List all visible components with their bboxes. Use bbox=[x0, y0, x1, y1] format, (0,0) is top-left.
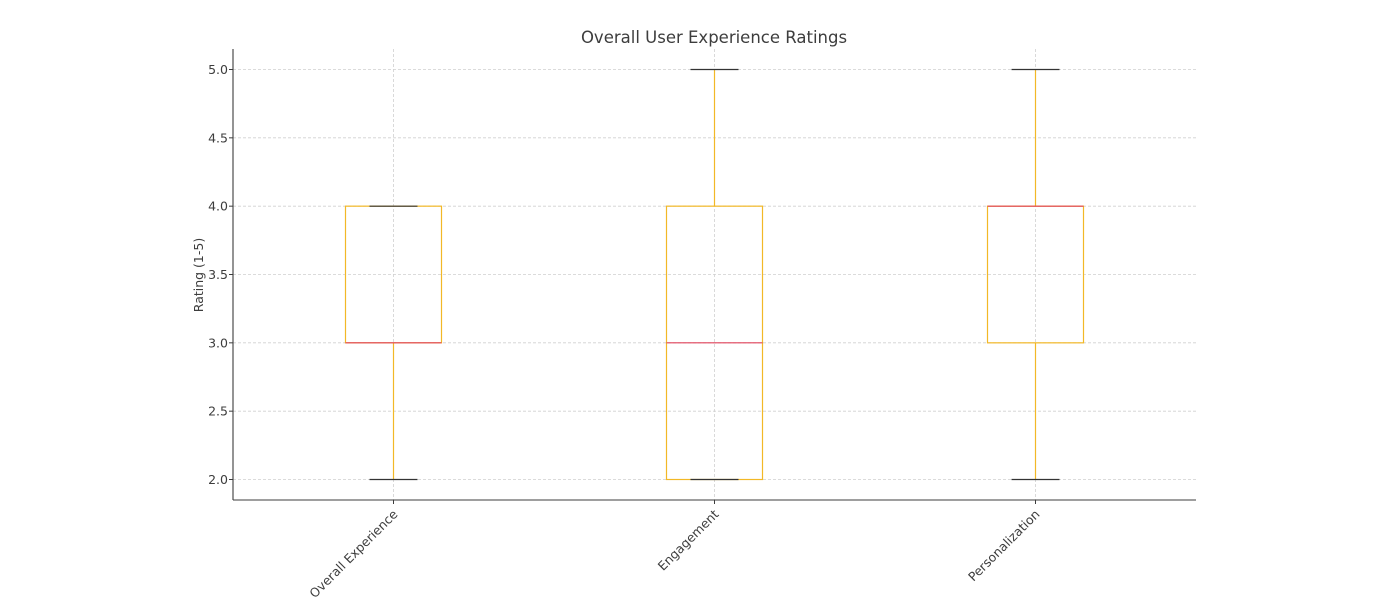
y-tick-label: 2.0 bbox=[208, 472, 228, 487]
x-tick-label: Personalization bbox=[965, 507, 1043, 585]
axis-layer: 2.0 2.5 3.0 3.5 4.0 4.5 5.0 Overall Experience E… bbox=[208, 49, 1196, 601]
box-personalization bbox=[986, 68, 1085, 481]
y-tick-label: 3.5 bbox=[208, 267, 228, 282]
y-tick-label: 4.5 bbox=[208, 130, 228, 145]
y-tick-label: 2.5 bbox=[208, 404, 228, 419]
x-tick-label: Engagement bbox=[655, 506, 722, 573]
box-engagement bbox=[665, 68, 764, 481]
y-tick-label: 4.0 bbox=[208, 199, 228, 214]
box-layer bbox=[344, 68, 1085, 481]
y-tick-label: 3.0 bbox=[208, 335, 228, 350]
y-axis-label: Rating (1-5) bbox=[191, 238, 206, 312]
y-tick-label: 5.0 bbox=[208, 62, 228, 77]
x-tick-label: Overall Experience bbox=[306, 506, 401, 601]
box-overall-experience bbox=[344, 205, 443, 481]
chart-title: Overall User Experience Ratings bbox=[581, 28, 847, 47]
